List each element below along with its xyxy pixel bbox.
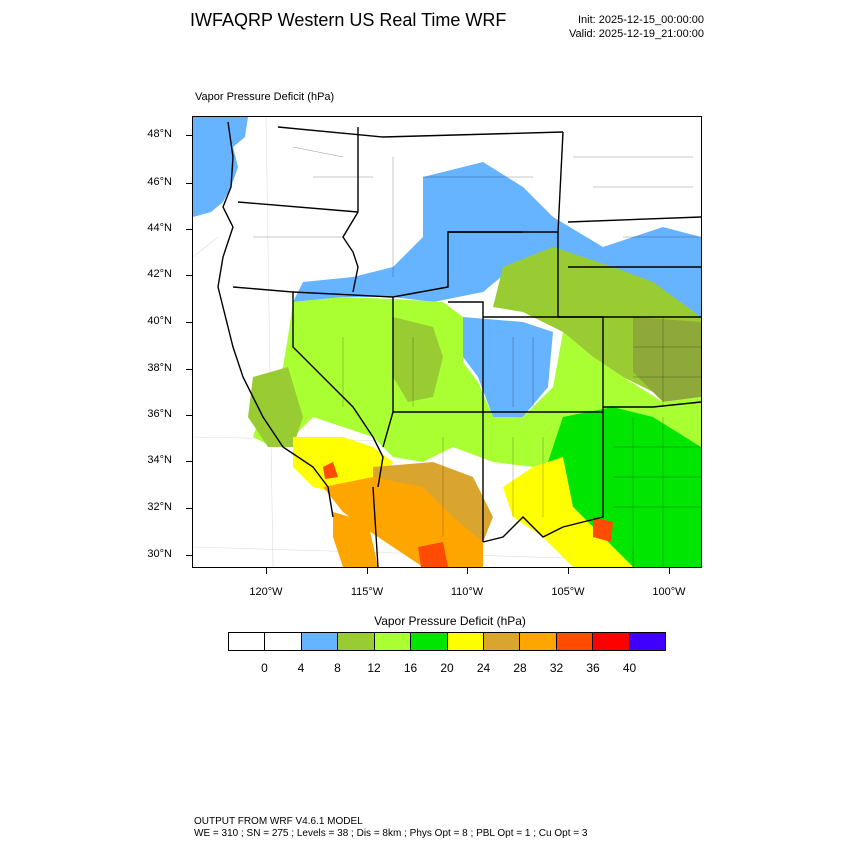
colorbar-swatch (483, 633, 521, 650)
lon-tick (367, 568, 368, 574)
model-info-line1: OUTPUT FROM WRF V4.6.1 MODEL (194, 816, 363, 827)
lon-label-105: 105°W (551, 586, 585, 598)
colorbar-swatch (301, 633, 339, 650)
lat-tick (186, 229, 192, 230)
vpd-region-yellow (503, 457, 633, 567)
lat-tick (186, 275, 192, 276)
lon-tick (568, 568, 569, 574)
lat-label-36: 36°N (147, 408, 172, 420)
valid-time: Valid: 2025-12-19_21:00:00 (569, 28, 704, 40)
vpd-region-olive-california (248, 367, 303, 447)
vpd-region-orange-baja (333, 512, 378, 567)
lat-tick (186, 415, 192, 416)
vpd-region-redorange-2 (593, 517, 613, 542)
map-panel[interactable] (192, 116, 702, 568)
colorbar-label: 4 (297, 661, 305, 675)
legend-title: Vapor Pressure Deficit (hPa) (374, 614, 526, 628)
lon-label-100: 100°W (652, 586, 686, 598)
lon-label-110: 110°W (450, 586, 484, 598)
colorbar-swatch (265, 633, 302, 650)
lon-tick (467, 568, 468, 574)
colorbar-label: 28 (513, 661, 527, 675)
page-title: IWFAQRP Western US Real Time WRF (190, 10, 507, 30)
model-info-line2: WE = 310 ; SN = 275 ; Levels = 38 ; Dis … (194, 828, 588, 839)
colorbar-swatch (556, 633, 594, 650)
colorbar-label: 12 (367, 661, 381, 675)
vpd-region-dark-olive (633, 317, 701, 402)
lat-label-34: 34°N (147, 454, 172, 466)
colorbar-label: 16 (403, 661, 418, 675)
lat-tick (186, 555, 192, 556)
vpd-region-redorange-1 (418, 542, 448, 567)
lat-label-38: 38°N (147, 362, 172, 374)
colorbar-label: 32 (549, 661, 564, 675)
lat-label-32: 32°N (147, 501, 172, 513)
lon-tick (669, 568, 670, 574)
vpd-region-olive-basin (393, 317, 443, 402)
lat-label-42: 42°N (147, 268, 172, 280)
colorbar-swatch (447, 633, 484, 650)
lat-tick (186, 322, 192, 323)
lat-label-46: 46°N (147, 176, 172, 188)
colorbar-label: 0 (261, 661, 268, 675)
vpd-region-blue-pnw (193, 117, 248, 217)
county-borders (253, 146, 701, 567)
lat-label-30: 30°N (147, 548, 172, 560)
colorbar-swatch (520, 633, 557, 650)
lon-label-120: 120°W (249, 586, 283, 598)
lat-label-48: 48°N (147, 128, 172, 140)
lat-label-44: 44°N (147, 222, 172, 234)
lon-tick (266, 568, 267, 574)
vpd-map (193, 117, 701, 567)
lat-label-40: 40°N (147, 315, 172, 327)
init-time: Init: 2025-12-15_00:00:00 (578, 14, 704, 26)
state-borders (217, 121, 701, 567)
colorbar-swatch (229, 633, 266, 650)
colorbar-swatch (338, 633, 375, 650)
lat-tick (186, 461, 192, 462)
field-title: Vapor Pressure Deficit (hPa) (195, 91, 335, 103)
colorbar-swatch (629, 633, 666, 650)
lat-tick (186, 508, 192, 509)
colorbar-label: 40 (622, 661, 637, 675)
lat-tick (186, 369, 192, 370)
colorbar-label: 20 (440, 661, 454, 675)
colorbar-swatch (374, 633, 412, 650)
vpd-region-blue-rockies (463, 317, 553, 417)
colorbar-swatch (411, 633, 448, 650)
lon-label-115: 115°W (350, 586, 384, 598)
lat-tick (186, 183, 192, 184)
colorbar-swatch (593, 633, 630, 650)
colorbar-label: 8 (334, 661, 341, 675)
vpd-region-blue-north (293, 162, 701, 317)
lat-tick (186, 135, 192, 136)
colorbar-label: 36 (586, 661, 600, 675)
vpd-region-redorange-3 (323, 462, 338, 479)
colorbar (228, 632, 666, 651)
colorbar-label: 24 (476, 661, 491, 675)
